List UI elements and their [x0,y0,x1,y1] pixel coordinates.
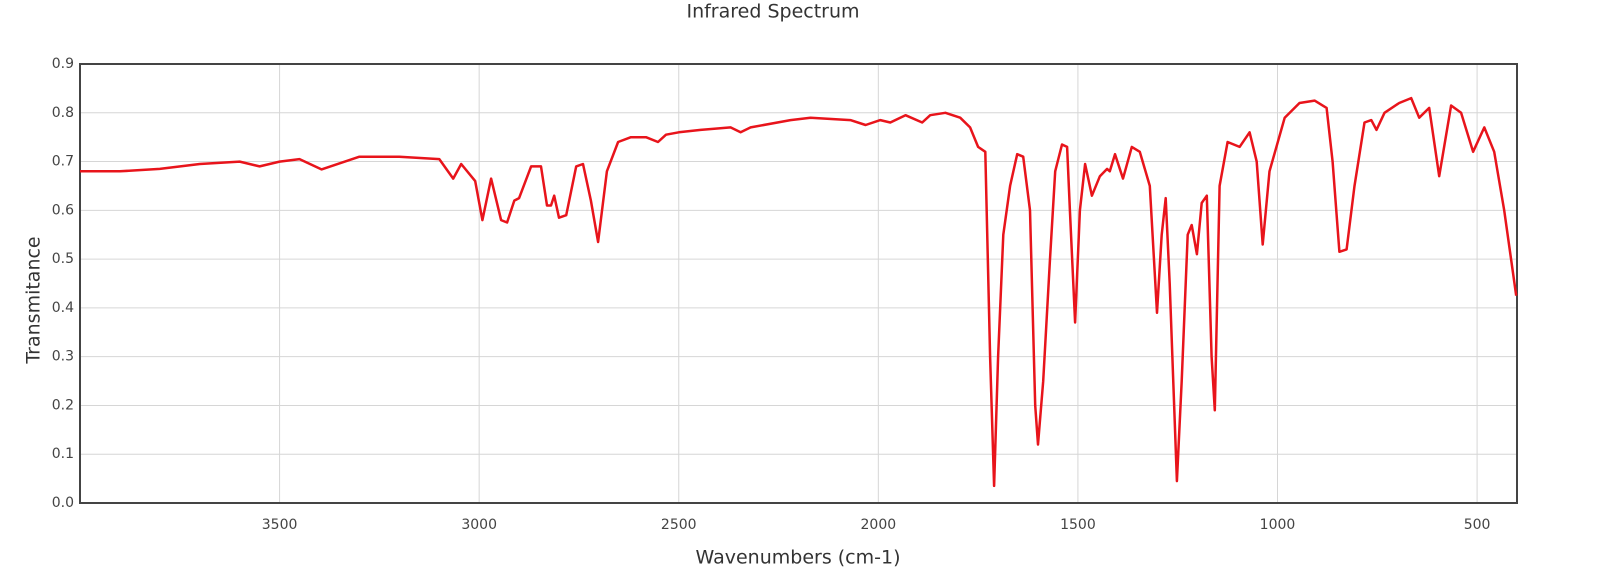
y-tick-label: 0.7 [52,154,74,170]
x-tick-label: 2000 [861,517,897,533]
spectrum-line [80,96,1518,488]
y-tick-label: 0.6 [52,202,74,218]
y-tick-label: 0.9 [52,56,74,72]
x-tick-label: 1500 [1060,517,1096,533]
x-tick-label: 3000 [461,517,497,533]
y-tick-label: 0.0 [52,495,74,511]
y-tick-label: 0.8 [52,105,74,121]
y-axis-label: Transmitance [23,236,45,364]
chart-title: Infrared Spectrum [686,1,859,23]
x-tick-label: 3500 [262,517,298,533]
x-tick-label: 500 [1464,517,1491,533]
y-tick-label: 0.3 [52,349,74,365]
plot-frame [79,63,1518,504]
y-tick-label: 0.1 [52,446,74,462]
x-tick-label: 2500 [661,517,697,533]
y-tick-label: 0.5 [52,251,74,267]
y-tick-label: 0.2 [52,397,74,413]
x-axis-label: Wavenumbers (cm-1) [696,547,901,569]
x-tick-label: 1000 [1260,517,1296,533]
y-tick-label: 0.4 [52,300,74,316]
